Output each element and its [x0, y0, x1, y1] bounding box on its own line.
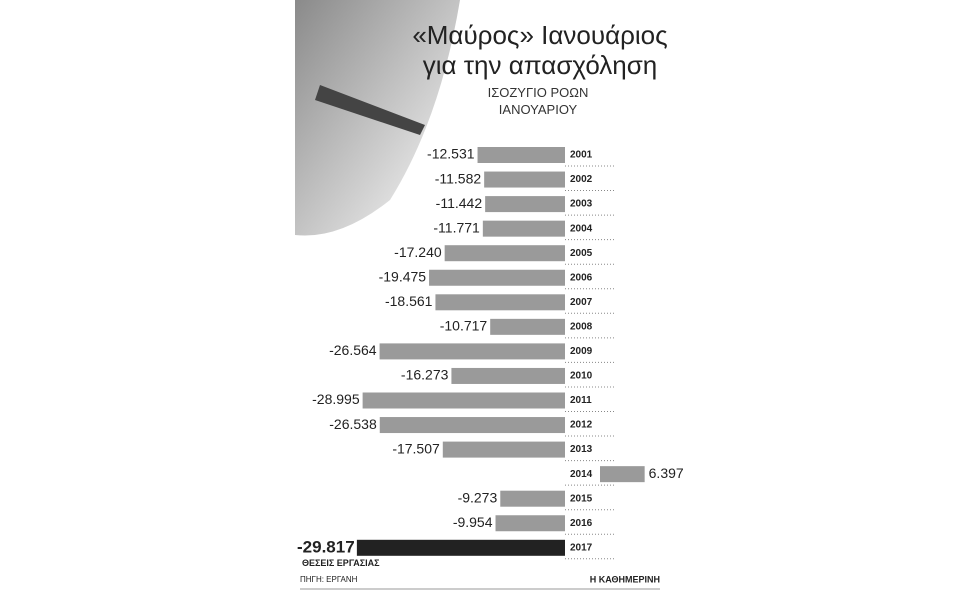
value-label: -11.442 — [436, 195, 483, 211]
year-label: 2006 — [570, 272, 593, 283]
year-label: 2003 — [570, 199, 593, 210]
year-label: 2002 — [570, 174, 593, 185]
year-label: 2010 — [570, 371, 593, 382]
pen — [315, 85, 425, 135]
year-label: 2016 — [570, 518, 593, 529]
bar — [477, 147, 565, 163]
chart-title: «Μαύρος» Ιανουάριος για την απασχόληση — [412, 20, 668, 80]
value-label: 6.397 — [649, 465, 684, 481]
bar — [500, 490, 565, 507]
bar — [429, 269, 565, 286]
value-label: -11.771 — [433, 219, 480, 235]
year-label: 2001 — [570, 150, 593, 161]
year-label: 2005 — [570, 248, 593, 259]
bar — [451, 367, 565, 384]
value-label: -9.954 — [453, 514, 493, 530]
year-label: 2017 — [570, 542, 593, 553]
bar — [356, 539, 565, 556]
bar — [490, 318, 565, 335]
value-label: -12.531 — [427, 146, 475, 162]
value-label: -17.507 — [392, 440, 440, 456]
bar — [435, 294, 565, 311]
value-label: -16.273 — [401, 367, 449, 383]
bar — [484, 171, 565, 188]
value-label: -26.538 — [329, 416, 377, 432]
year-label: 2007 — [570, 297, 593, 308]
year-label: 2004 — [570, 223, 593, 234]
bar — [362, 392, 565, 409]
value-label: -10.717 — [440, 318, 488, 334]
year-label: 2015 — [570, 493, 593, 504]
annotation: ΘΕΣΕΙΣ ΕΡΓΑΣΙΑΣ — [302, 558, 380, 568]
value-label: -11.582 — [435, 170, 482, 186]
bar — [379, 417, 565, 434]
value-label: -17.240 — [394, 244, 442, 260]
source: ΠΗΓΗ: ΕΡΓΑΝΗ — [300, 575, 358, 584]
value-label: -29.817 — [297, 537, 355, 556]
bar — [442, 441, 565, 458]
bar — [485, 196, 565, 213]
year-label: 2008 — [570, 321, 593, 332]
value-label: -9.273 — [458, 489, 498, 505]
bar — [600, 466, 645, 483]
bar — [444, 245, 565, 262]
publisher: Η ΚΑΘΗΜΕΡΙΝΗ — [590, 574, 660, 584]
year-label: 2012 — [570, 420, 593, 431]
year-label: 2013 — [570, 444, 593, 455]
value-label: -18.561 — [385, 293, 433, 309]
year-label: 2011 — [570, 395, 592, 406]
value-label: -28.995 — [312, 391, 360, 407]
value-label: -19.475 — [379, 268, 427, 284]
bar — [379, 343, 565, 360]
year-label: 2009 — [570, 346, 593, 357]
year-label: 2014 — [570, 469, 593, 480]
bar — [482, 220, 565, 237]
value-label: -26.564 — [329, 342, 377, 358]
bar — [495, 515, 565, 532]
chart-subtitle: ΙΣΟΖΥΓΙΟ ΡΟΩΝ ΙΑΝΟΥΑΡΙΟΥ — [487, 85, 589, 117]
